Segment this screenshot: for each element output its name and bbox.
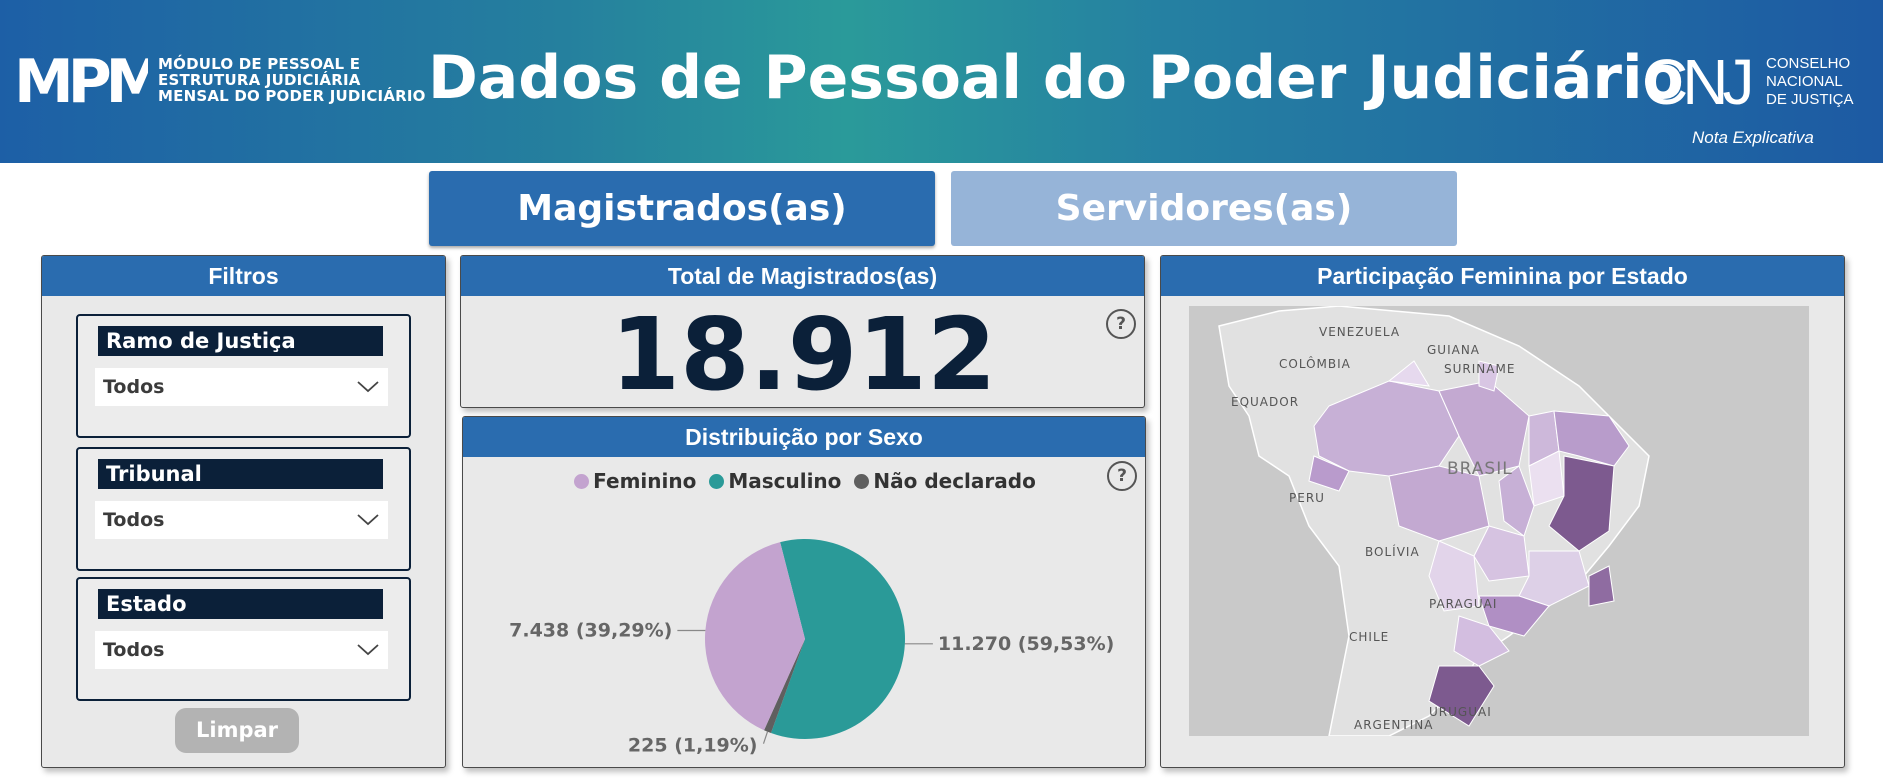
chevron-down-icon xyxy=(357,644,379,656)
total-title: Total de Magistrados(as) xyxy=(461,256,1144,296)
page-title: Dados de Pessoal do Poder Judiciário xyxy=(428,43,1684,113)
map-label: COLÔMBIA xyxy=(1279,356,1351,371)
state-acre xyxy=(1308,455,1350,492)
cnj-logo: CNJ xyxy=(1642,52,1756,110)
filter-ramo-de-justica: Ramo de Justiça Todos xyxy=(76,314,411,438)
state-sao-paulo xyxy=(1478,595,1550,637)
cnj-subtitle: CONSELHO NACIONAL DE JUSTIÇA xyxy=(1766,55,1854,109)
pie-data-label: 11.270 (59,53%) xyxy=(938,633,1114,655)
sexo-title: Distribuição por Sexo xyxy=(463,417,1145,457)
state-amapa xyxy=(1478,360,1500,392)
state-mato-grosso-do-sul xyxy=(1428,540,1480,612)
pie-data-label: 7.438 (39,29%) xyxy=(509,619,672,641)
dropdown-value: Todos xyxy=(103,509,165,531)
tribunal-dropdown[interactable]: Todos xyxy=(95,501,388,539)
help-icon[interactable]: ? xyxy=(1106,309,1136,339)
legend-item-nao-declarado[interactable]: Não declarado xyxy=(854,469,1036,493)
help-icon[interactable]: ? xyxy=(1107,461,1137,491)
filter-tribunal: Tribunal Todos xyxy=(76,447,411,571)
state-rio-grande-do-sul xyxy=(1428,665,1495,727)
mpm-subtitle-line: ESTRUTURA JUDICIÁRIA xyxy=(158,71,361,89)
mpm-subtitle: MÓDULO DE PESSOAL E ESTRUTURA JUDICIÁRIA… xyxy=(158,56,426,104)
map-label: EQUADOR xyxy=(1231,395,1299,409)
pie-leader-line xyxy=(762,731,769,744)
map-title: Participação Feminina por Estado xyxy=(1161,256,1844,296)
cnj-subtitle-line: NACIONAL xyxy=(1766,73,1843,90)
chevron-down-icon xyxy=(357,514,379,526)
chevron-down-icon xyxy=(357,381,379,393)
state-rio-espirito-santo xyxy=(1588,565,1615,607)
map-label: GUIANA xyxy=(1427,343,1480,357)
legend-dot xyxy=(709,474,725,489)
filter-label: Tribunal xyxy=(98,459,383,489)
mpm-logo-text: MPM xyxy=(14,52,148,108)
state-tocantins xyxy=(1498,465,1535,537)
legend-label: Masculino xyxy=(728,469,842,493)
pie-slice-feminino[interactable] xyxy=(705,542,805,731)
legend-dot xyxy=(574,474,590,489)
mpm-subtitle-line: MÓDULO DE PESSOAL E xyxy=(158,55,361,73)
chart-legend: Feminino Masculino Não declarado xyxy=(463,467,1145,495)
legend-label: Não declarado xyxy=(873,469,1036,493)
state-goias xyxy=(1473,525,1530,582)
filters-title: Filtros xyxy=(42,256,445,296)
total-value: 18.912 xyxy=(610,296,997,408)
legend-label: Feminino xyxy=(593,469,697,493)
map-label: PERU xyxy=(1289,491,1325,505)
legend-dot xyxy=(854,474,870,489)
distribuicao-sexo-card: Distribuição por Sexo ? Feminino Masculi… xyxy=(462,416,1146,768)
header-banner: MPM MÓDULO DE PESSOAL E ESTRUTURA JUDICI… xyxy=(0,0,1883,163)
pie-slice-masculino[interactable] xyxy=(770,539,905,739)
map-label: PARAGUAI xyxy=(1429,597,1497,611)
cnj-logo-text: CNJ xyxy=(1642,52,1750,110)
south-america-map: VENEZUELA GUIANA SURINAME COLÔMBIA EQUAD… xyxy=(1218,305,1650,737)
tab-servidores[interactable]: Servidores(as) xyxy=(951,171,1457,246)
map-label: CHILE xyxy=(1349,630,1389,644)
filters-panel: Filtros Ramo de Justiça Todos Tribunal T… xyxy=(41,255,446,768)
filter-label: Ramo de Justiça xyxy=(98,326,383,356)
map-label: ARGENTINA xyxy=(1354,718,1433,732)
limpar-button[interactable]: Limpar xyxy=(175,708,299,753)
participacao-feminina-map-card: Participação Feminina por Estado xyxy=(1160,255,1845,768)
map-label: BOLÍVIA xyxy=(1365,544,1420,559)
filter-label: Estado xyxy=(98,589,383,619)
pie-slice-n-o-declarado[interactable] xyxy=(764,639,805,734)
ramo-de-justica-dropdown[interactable]: Todos xyxy=(95,368,388,406)
state-roraima xyxy=(1387,360,1430,387)
legend-item-feminino[interactable]: Feminino xyxy=(574,469,696,493)
cnj-subtitle-line: CONSELHO xyxy=(1766,55,1851,72)
total-magistrados-card: Total de Magistrados(as) 18.912 ? xyxy=(460,255,1145,408)
map-label: SURINAME xyxy=(1444,362,1515,376)
nota-explicativa-link[interactable]: Nota Explicativa xyxy=(1692,128,1814,147)
map-label: BRASIL xyxy=(1447,459,1513,479)
pie-data-label: 225 (1,19%) xyxy=(628,735,758,757)
dropdown-value: Todos xyxy=(103,376,165,398)
legend-item-masculino[interactable]: Masculino xyxy=(709,469,841,493)
filter-estado: Estado Todos xyxy=(76,577,411,701)
sexo-pie-chart: 11.270 (59,53%) 225 (1,19%) 7.438 (39,29%) xyxy=(509,539,1114,757)
map-canvas[interactable]: VENEZUELA GUIANA SURINAME COLÔMBIA EQUAD… xyxy=(1189,305,1809,737)
state-parana-sc xyxy=(1453,615,1510,667)
cnj-subtitle-line: DE JUSTIÇA xyxy=(1766,91,1854,108)
mpm-logo: MPM xyxy=(14,52,148,108)
estado-dropdown[interactable]: Todos xyxy=(95,631,388,669)
map-label: URUGUAI xyxy=(1429,705,1492,719)
tab-magistrados[interactable]: Magistrados(as) xyxy=(429,171,935,246)
dropdown-value: Todos xyxy=(103,639,165,661)
map-label: VENEZUELA xyxy=(1319,325,1400,339)
mpm-subtitle-line: MENSAL DO PODER JUDICIÁRIO xyxy=(158,87,426,105)
state-minas-gerais xyxy=(1518,550,1590,607)
